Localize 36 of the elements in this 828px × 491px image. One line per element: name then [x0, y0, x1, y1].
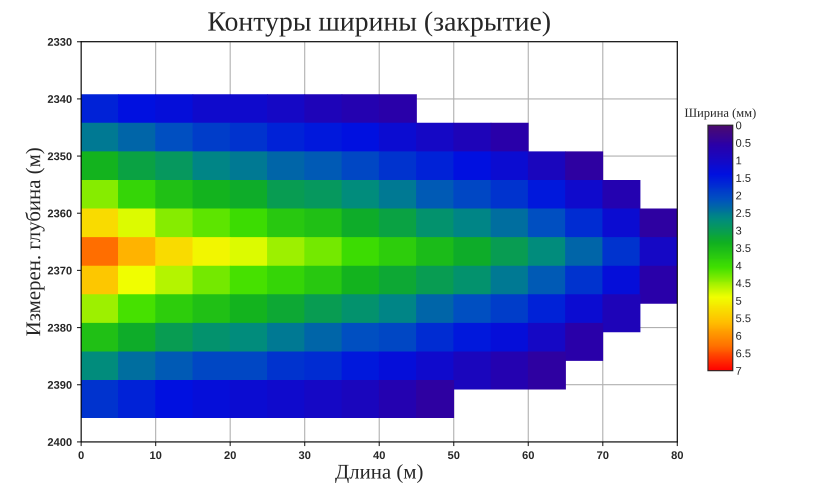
- y-tick-label: 2380: [48, 324, 72, 332]
- color-bar-label: 2.5: [736, 209, 751, 218]
- color-bar-label: 7: [736, 367, 742, 375]
- color-bar-label: 6.5: [736, 349, 751, 358]
- color-bar-label: 3.5: [736, 244, 751, 252]
- x-tick-label: 50: [448, 451, 460, 460]
- color-bar-label: 5: [736, 296, 742, 305]
- y-tick-label: 2390: [48, 381, 72, 389]
- color-bar-label: 2: [736, 192, 742, 200]
- y-tick-label: 2350: [48, 152, 72, 160]
- color-bar-label: 0: [736, 121, 742, 130]
- x-tick-label: 20: [224, 451, 236, 460]
- x-tick-label: 30: [298, 451, 310, 460]
- x-tick-label: 80: [671, 451, 684, 460]
- x-axis-title: Длина (м): [335, 464, 423, 483]
- color-bar-label: 4: [736, 262, 742, 270]
- color-bar-title: Ширина (мм): [684, 108, 756, 120]
- y-tick-label: 2340: [48, 95, 72, 104]
- chart-title: Контуры ширины (закрытие): [208, 11, 550, 37]
- color-bar-label: 6: [736, 332, 742, 340]
- x-tick-label: 10: [150, 451, 162, 460]
- color-bar-label: 4.5: [736, 279, 751, 288]
- y-tick-label: 2330: [48, 38, 72, 46]
- y-axis-title: Измерен. глубина (м): [25, 148, 45, 336]
- color-bar-label: 1: [736, 156, 742, 164]
- y-tick-label: 2360: [48, 210, 72, 218]
- y-tick-label: 2370: [48, 266, 72, 275]
- color-bar-label: 1.5: [736, 174, 751, 182]
- x-tick-label: 60: [522, 451, 534, 460]
- color-bar-label: 3: [736, 226, 742, 235]
- x-tick-label: 0: [78, 451, 84, 460]
- y-tick-label: 2400: [48, 438, 72, 446]
- x-tick-label: 40: [373, 451, 385, 460]
- x-tick-label: 70: [597, 451, 609, 460]
- color-bar-label: 0.5: [736, 139, 751, 147]
- color-bar-label: 5.5: [736, 314, 751, 322]
